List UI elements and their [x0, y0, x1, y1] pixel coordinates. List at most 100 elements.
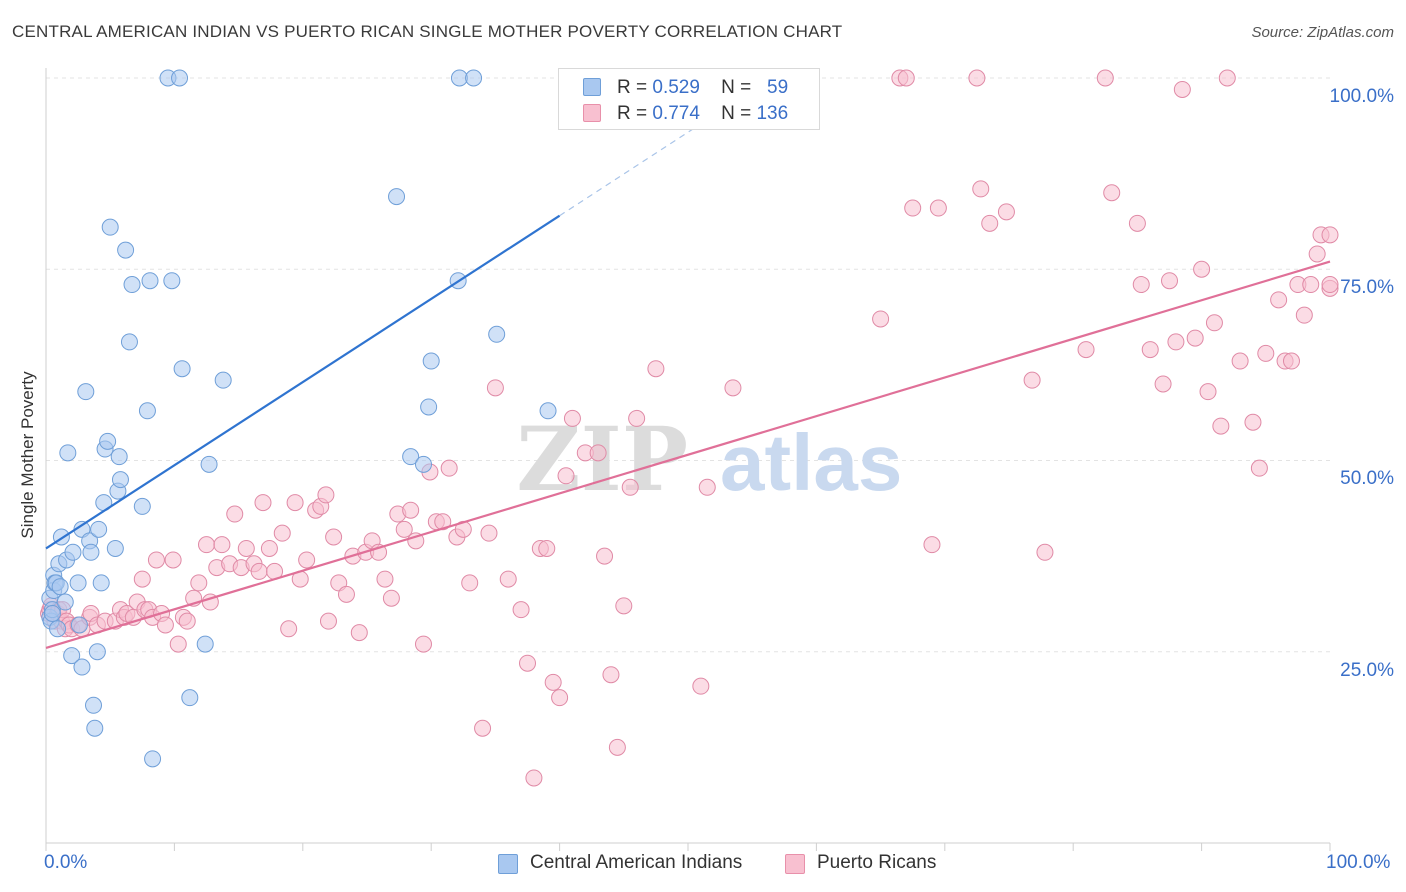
data-point	[298, 551, 316, 569]
data-point	[1218, 69, 1236, 87]
data-point	[997, 203, 1015, 221]
data-point	[337, 585, 355, 603]
data-point	[1154, 375, 1172, 393]
data-point	[1308, 245, 1326, 263]
watermark-atlas: atlas	[720, 418, 902, 507]
legend-r-label: R =	[617, 103, 648, 124]
data-point	[589, 444, 607, 462]
trend-lines	[45, 123, 1331, 649]
data-point	[63, 647, 81, 665]
data-point	[85, 696, 103, 714]
data-point	[414, 455, 432, 473]
data-point	[897, 69, 915, 87]
data-point	[70, 616, 88, 634]
chart-title: CENTRAL AMERICAN INDIAN VS PUERTO RICAN …	[12, 22, 843, 41]
data-point	[198, 536, 215, 554]
data-point	[106, 539, 124, 557]
data-point	[388, 188, 406, 206]
legend-text-blue: R = 0.529 N = 59	[617, 77, 788, 99]
data-point	[929, 199, 947, 217]
data-point	[92, 574, 110, 592]
data-point	[1128, 214, 1146, 232]
data-point	[981, 214, 999, 232]
data-point	[557, 467, 575, 485]
correlation-legend: R = 0.529 N = 59 R = 0.774 N = 136	[558, 68, 820, 130]
trend-line-puerto-ricans	[45, 260, 1331, 649]
source-note: Source: ZipAtlas.com	[1251, 24, 1394, 41]
data-point	[1257, 344, 1275, 362]
data-point	[120, 333, 138, 351]
data-point	[382, 589, 400, 607]
data-point	[474, 719, 492, 737]
data-point	[56, 593, 74, 611]
legend-n-label: N =	[721, 77, 752, 98]
data-point	[563, 409, 581, 427]
data-point	[1250, 459, 1268, 477]
data-point	[123, 276, 141, 294]
y-tick-label-75: 75.0%	[1340, 277, 1394, 298]
data-point	[144, 750, 162, 768]
data-point	[133, 570, 151, 588]
data-point	[525, 769, 543, 787]
data-point	[156, 616, 174, 634]
data-point	[1321, 276, 1339, 294]
data-point	[402, 448, 420, 466]
x-tick-label-100: 100.0%	[1326, 852, 1391, 873]
data-point	[82, 543, 100, 561]
data-point	[450, 69, 468, 87]
data-point	[69, 574, 87, 592]
y-tick-label-50: 50.0%	[1340, 468, 1394, 489]
data-point	[1231, 352, 1249, 370]
data-point	[77, 383, 95, 401]
data-point	[350, 624, 368, 642]
legend-swatch-blue	[583, 78, 601, 96]
data-point	[200, 455, 218, 473]
data-point	[539, 402, 557, 420]
legend-r-value: 0.774	[652, 103, 700, 124]
data-point	[1161, 272, 1178, 290]
data-point	[214, 371, 232, 389]
bottom-legend-swatch-pink	[785, 854, 805, 874]
data-point	[480, 524, 498, 542]
data-point	[164, 551, 182, 569]
data-point	[190, 574, 208, 592]
y-axis-title: Single Mother Poverty	[18, 371, 37, 539]
data-point	[1141, 341, 1159, 359]
data-point	[64, 543, 82, 561]
data-point	[73, 658, 91, 676]
data-point	[698, 478, 716, 496]
data-point	[414, 635, 432, 653]
trend-line-extension	[559, 123, 702, 217]
bottom-legend-label: Central American Indians	[530, 852, 743, 873]
bottom-legend-label: Puerto Ricans	[817, 852, 937, 873]
data-point	[163, 272, 181, 290]
data-point	[286, 494, 304, 512]
data-point	[872, 310, 890, 328]
x-tick-label-0: 0.0%	[44, 852, 88, 873]
legend-n-value: 136	[756, 103, 789, 124]
data-point	[621, 478, 639, 496]
data-point	[226, 505, 244, 523]
data-point	[1295, 306, 1313, 324]
data-point	[111, 471, 129, 489]
legend-r-value: 0.529	[652, 77, 700, 98]
data-point	[461, 574, 479, 592]
data-point	[1173, 80, 1191, 98]
legend-n-label: N =	[721, 103, 752, 124]
data-point	[1036, 543, 1054, 561]
data-point	[395, 520, 413, 538]
y-tick-label-100: 100.0%	[1329, 86, 1394, 107]
legend-r-label: R =	[617, 77, 648, 98]
data-point	[544, 673, 562, 691]
data-point	[1167, 333, 1185, 351]
data-point	[1103, 184, 1121, 202]
data-point	[402, 501, 420, 519]
data-point	[141, 272, 159, 290]
data-point	[499, 570, 517, 588]
data-point	[213, 536, 231, 554]
data-point	[519, 654, 536, 672]
data-point	[488, 325, 506, 343]
axes	[45, 68, 1331, 851]
data-point	[465, 69, 483, 87]
